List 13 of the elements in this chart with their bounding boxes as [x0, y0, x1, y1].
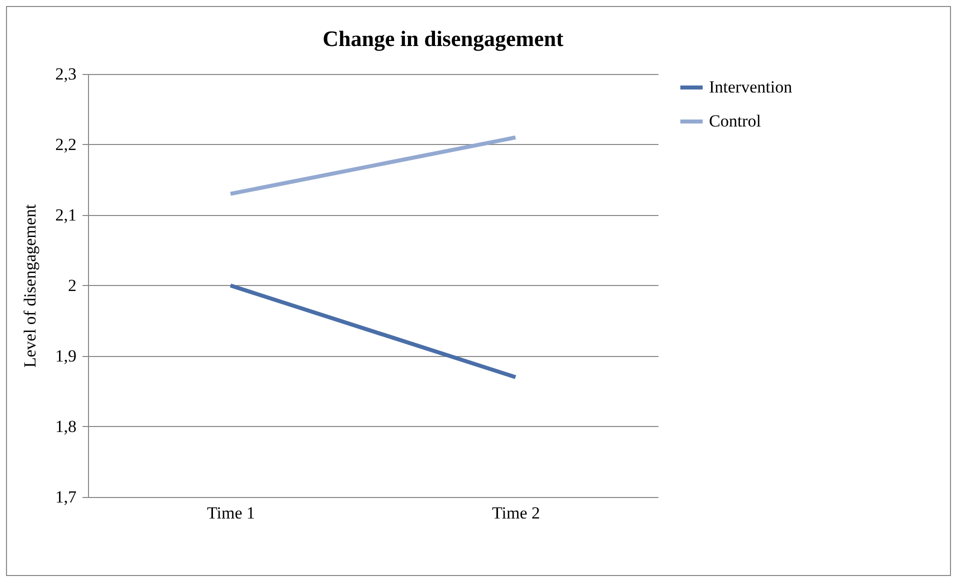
- y-tick-label: 2,1: [55, 206, 76, 224]
- y-tick-label: 2,2: [55, 135, 76, 154]
- y-tick-label: 1,8: [55, 417, 76, 436]
- y-tick-label: 2,3: [55, 64, 76, 84]
- chart-title: Change in disengagement: [322, 26, 564, 51]
- y-tick-label: 2: [68, 276, 76, 295]
- x-tick-label: Time 2: [492, 504, 540, 522]
- y-tick-label: 1,9: [55, 346, 76, 366]
- y-tick-label: 1,7: [55, 488, 77, 506]
- y-axis-title: Level of disengagement: [20, 204, 40, 368]
- x-tick-label: Time 1: [206, 504, 256, 522]
- legend-label: Control: [709, 112, 762, 130]
- legend-label: Intervention: [709, 78, 793, 96]
